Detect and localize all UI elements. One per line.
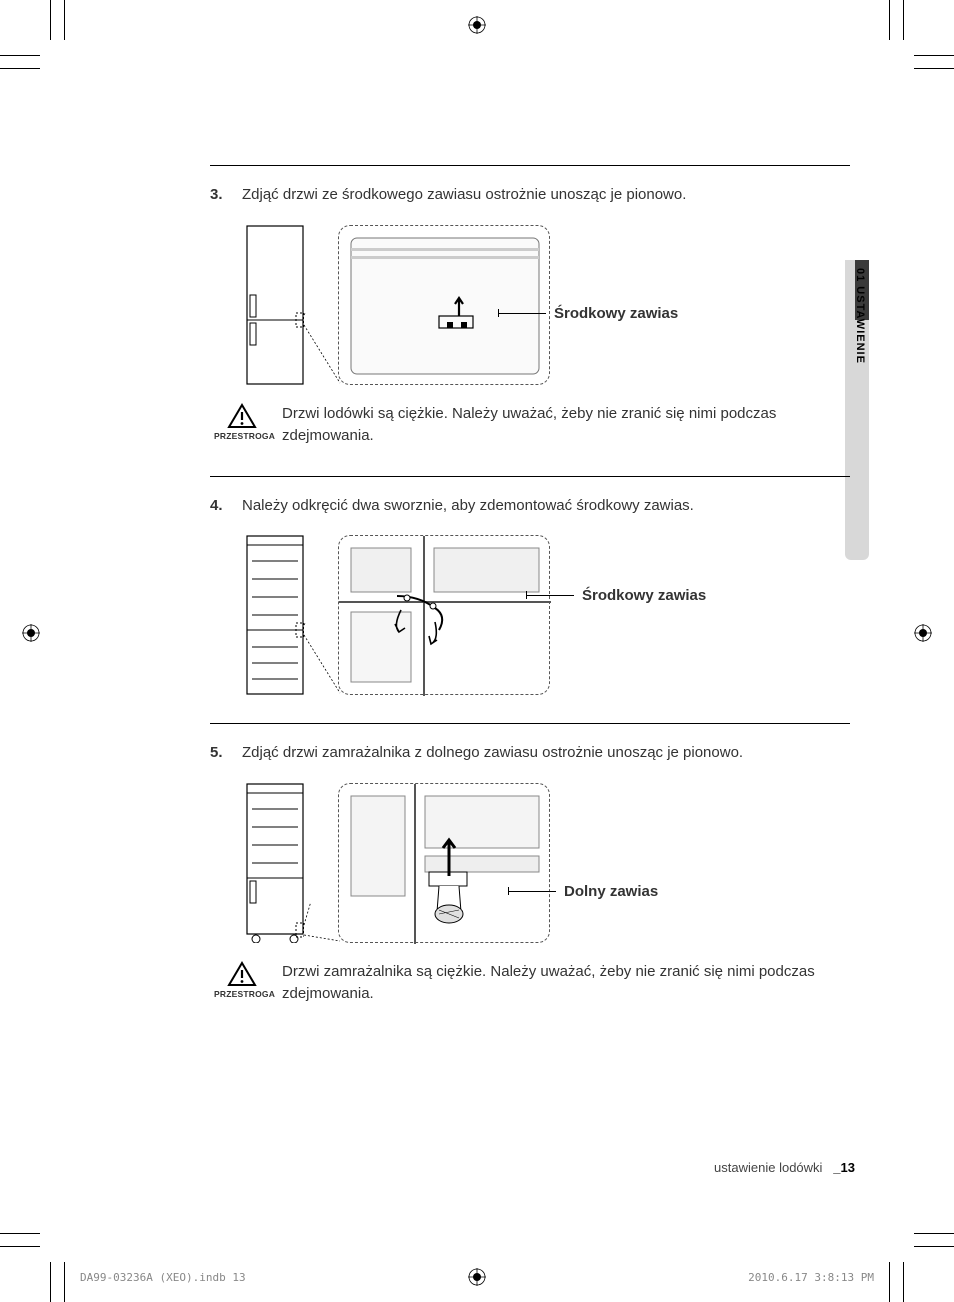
footer-page: _13 [833, 1160, 855, 1175]
zoom-lines-icon [302, 313, 342, 385]
caution-2-text: Drzwi zamrażalnika są ciężkie. Należy uw… [282, 961, 850, 1006]
print-stamp: 2010.6.17 3:8:13 PM [748, 1271, 874, 1284]
zoom-lines-icon [302, 903, 342, 943]
registration-mark-icon [468, 16, 486, 34]
step-5-text: Zdjąć drzwi zamrażalnika z dolnego zawia… [242, 742, 850, 765]
section-tab-label: 01 USTAWIENIE [854, 268, 866, 364]
callout-middle-hinge: Środkowy zawias [582, 587, 706, 604]
fridge-outline-icon [246, 535, 304, 695]
callout-lower-hinge: Dolny zawias [564, 883, 658, 900]
fridge-outline-icon [246, 225, 304, 385]
footer-label: ustawienie lodówki [714, 1160, 822, 1175]
caution-1-text: Drzwi lodówki są ciężkie. Należy uważać,… [282, 403, 850, 448]
page-content: 01 USTAWIENIE 3. Zdjąć drzwi ze środkowe… [95, 95, 865, 1205]
diagram-step-3: Środkowy zawias [246, 225, 850, 385]
step-4-text: Należy odkręcić dwa sworznie, aby zdemon… [242, 495, 850, 518]
step-4: 4. Należy odkręcić dwa sworznie, aby zde… [210, 495, 850, 518]
step-3-number: 3. [210, 184, 228, 207]
detail-middle-hinge-icon [339, 536, 551, 696]
step-3: 3. Zdjąć drzwi ze środkowego zawiasu ost… [210, 184, 850, 207]
page-footer: ustawienie lodówki _13 [714, 1160, 855, 1175]
step-3-text: Zdjąć drzwi ze środkowego zawiasu ostroż… [242, 184, 850, 207]
diagram-step-5: Dolny zawias [246, 783, 850, 943]
diagram-step-4: Środkowy zawias [246, 535, 850, 695]
warning-icon [227, 403, 257, 429]
fridge-outline-icon [246, 783, 304, 943]
step-5: 5. Zdjąć drzwi zamrażalnika z dolnego za… [210, 742, 850, 765]
print-footer: DA99-03236A (XEO).indb 13 2010.6.17 3:8:… [80, 1271, 874, 1284]
step-5-number: 5. [210, 742, 228, 765]
step-4-number: 4. [210, 495, 228, 518]
caution-label: PRZESTROGA [214, 431, 270, 441]
print-file: DA99-03236A (XEO).indb 13 [80, 1271, 246, 1284]
caution-2: PRZESTROGA Drzwi zamrażalnika są ciężkie… [214, 961, 850, 1006]
detail-lower-hinge-icon [339, 784, 551, 944]
registration-mark-icon [22, 624, 40, 642]
caution-label: PRZESTROGA [214, 989, 270, 999]
callout-middle-hinge: Środkowy zawias [554, 305, 678, 322]
warning-icon [227, 961, 257, 987]
detail-middle-hinge-icon [339, 226, 551, 386]
registration-mark-icon [914, 624, 932, 642]
zoom-lines-icon [302, 623, 342, 695]
caution-1: PRZESTROGA Drzwi lodówki są ciężkie. Nal… [214, 403, 850, 448]
